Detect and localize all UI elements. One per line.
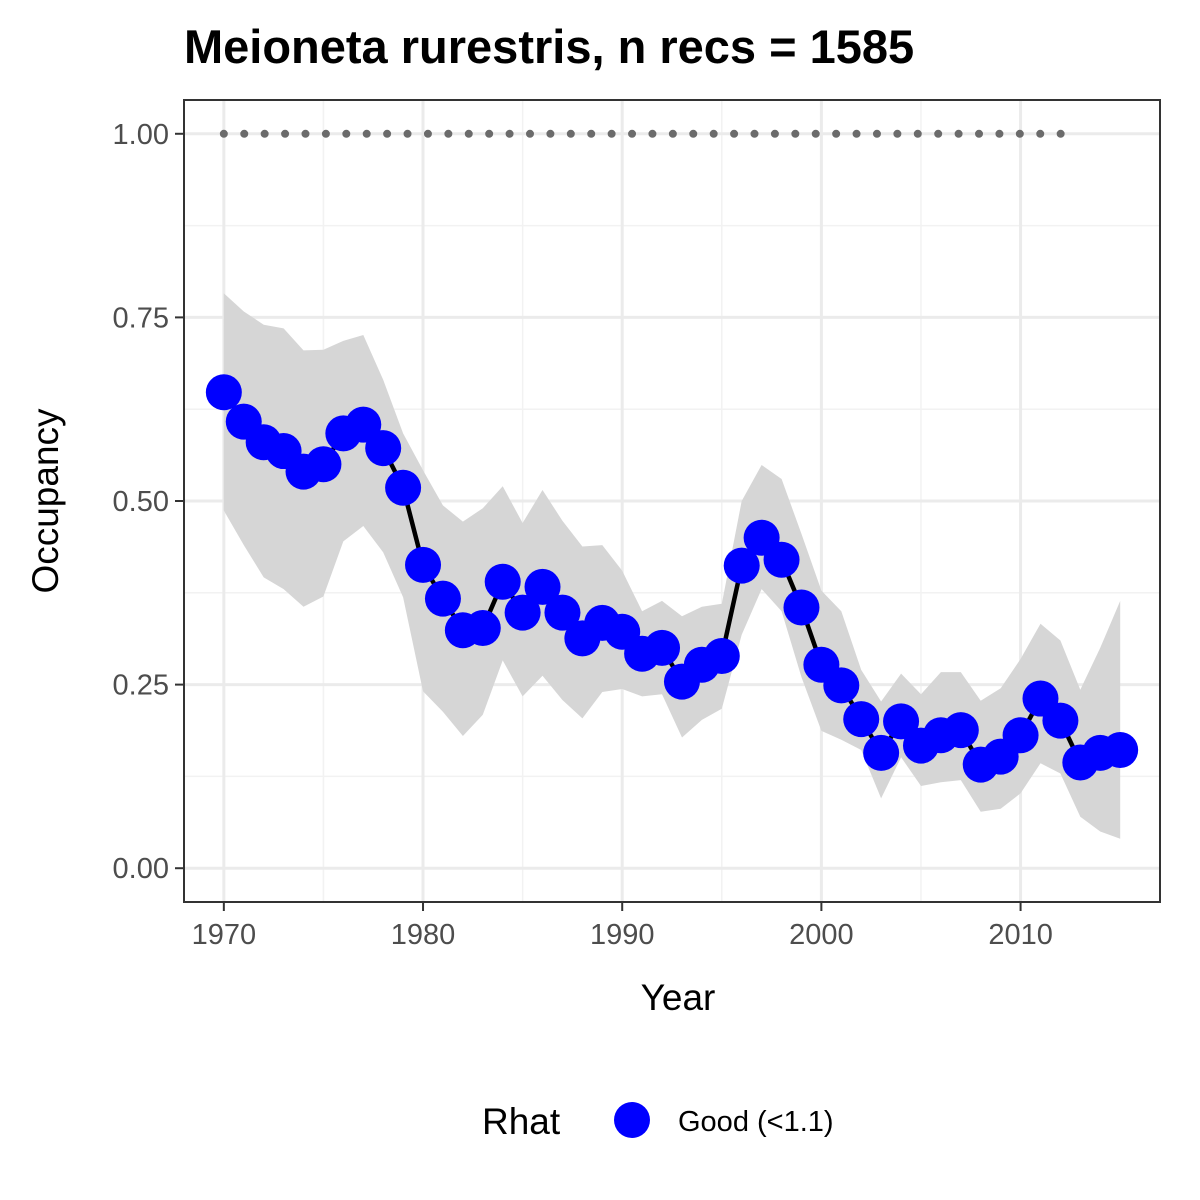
data-point (305, 446, 342, 483)
x-tick-label: 2000 (789, 919, 854, 951)
y-tick-label: 0.25 (113, 670, 169, 702)
confidence-ribbon (223, 293, 1121, 839)
legend-key-point (614, 1102, 650, 1138)
data-point (1102, 731, 1139, 768)
data-point (942, 712, 979, 749)
y-tick-label: 0.75 (113, 302, 169, 334)
y-axis: 0.00 0.25 0.50 0.75 1.00 (113, 119, 184, 885)
legend-label: Good (<1.1) (678, 1106, 834, 1138)
chart-title: Meioneta rurestris, n recs = 1585 (184, 20, 914, 73)
y-tick-label: 1.00 (113, 119, 169, 151)
x-axis: 1970 1980 1990 2000 2010 (192, 902, 1053, 951)
data-point (823, 667, 860, 704)
x-axis-title: Year (641, 977, 716, 1018)
data-point (504, 594, 541, 631)
x-tick-label: 1970 (192, 919, 257, 951)
data-point (1042, 702, 1079, 739)
legend-title: Rhat (482, 1101, 561, 1142)
y-tick-label: 0.50 (113, 486, 169, 518)
data-point (763, 541, 800, 578)
x-tick-label: 1980 (391, 919, 456, 951)
data-point (783, 589, 820, 626)
x-tick-label: 2010 (988, 919, 1053, 951)
data-point (544, 594, 581, 631)
data-point (524, 568, 561, 605)
data-point (424, 580, 461, 617)
data-point (405, 546, 442, 583)
data-point (484, 563, 521, 600)
data-point (703, 637, 740, 674)
data-point (385, 469, 422, 506)
data-point (723, 547, 760, 584)
y-tick-label: 0.00 (113, 853, 169, 885)
data-point (863, 734, 900, 771)
data-point (644, 629, 681, 666)
data-point (1002, 717, 1039, 754)
data-point (205, 374, 242, 411)
data-point (365, 430, 402, 467)
legend: Rhat Good (<1.1) (482, 1101, 834, 1142)
data-point (464, 610, 501, 647)
x-tick-label: 1990 (590, 919, 655, 951)
data-point (843, 701, 880, 738)
y-axis-title: Occupancy (25, 408, 66, 594)
data-point (345, 406, 382, 443)
data-point (883, 703, 920, 740)
plot-area (184, 100, 1160, 902)
